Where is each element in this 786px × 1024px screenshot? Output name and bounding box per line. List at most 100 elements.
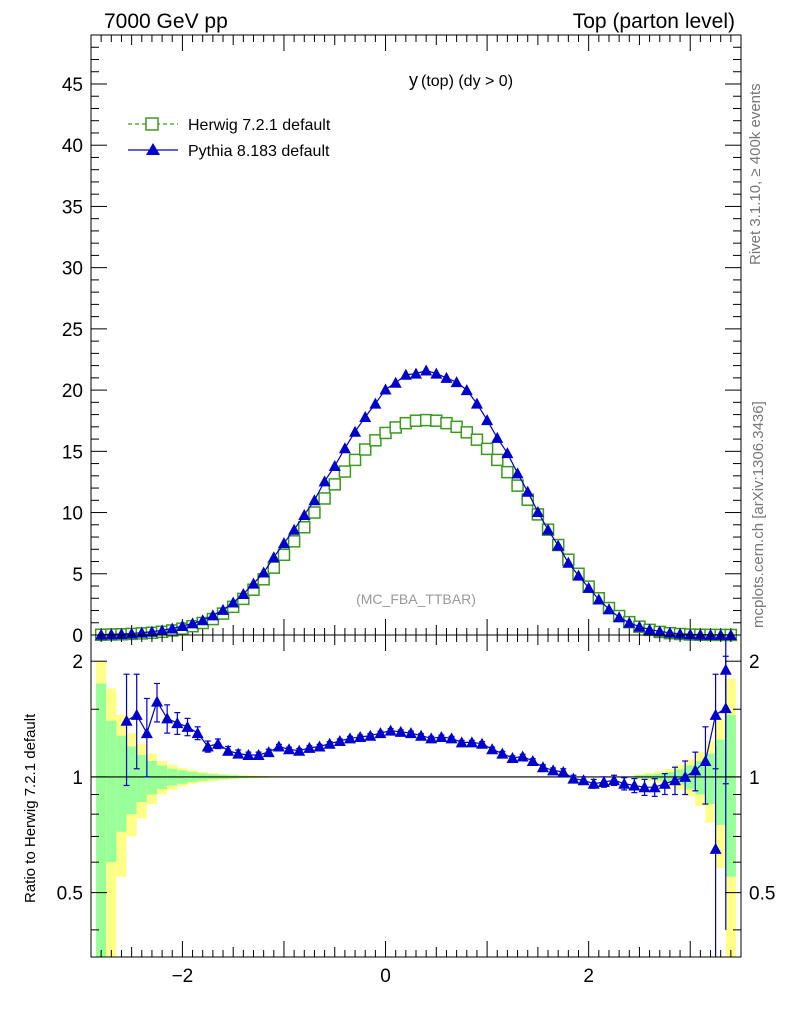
pythia-point: [298, 509, 311, 520]
main-ytick-label: 45: [62, 75, 83, 96]
pythia-point: [450, 376, 463, 388]
ratio-pythia-point: [567, 772, 580, 784]
pythia-point: [318, 475, 331, 487]
ratio-pythia-point: [425, 732, 438, 744]
pythia-point: [267, 551, 280, 563]
pythia-point: [623, 616, 636, 628]
legend-herwig-marker: [145, 117, 159, 131]
pythia-point: [389, 376, 402, 388]
ratio-pythia-point: [283, 743, 296, 755]
ratio-ytick-label: 2: [72, 652, 83, 673]
herwig-point: [287, 535, 301, 548]
ratio-pythia-point: [343, 732, 356, 744]
ratio-pythia-point: [313, 740, 326, 752]
pythia-point: [217, 603, 230, 615]
ratio-pythia-point: [252, 749, 265, 761]
mcplots-label: mcplots.cern.ch [arXiv:1306.3436]: [750, 401, 767, 628]
pythia-point: [643, 623, 656, 635]
herwig-point: [369, 434, 382, 447]
pythia-point: [420, 364, 433, 376]
ratio-pythia-point: [394, 725, 407, 737]
ratio-pythia-point: [151, 695, 164, 707]
herwig-point: [491, 453, 504, 467]
herwig-point: [501, 465, 514, 479]
herwig-point: [511, 479, 524, 492]
main-ytick-label: 20: [62, 381, 83, 402]
ratio-pythia-point: [455, 736, 468, 748]
main-ticks: 0 5 10 15 20 25 30 35 40 45: [62, 35, 741, 647]
ratio-pythia-point: [445, 732, 458, 744]
herwig-point: [379, 426, 392, 440]
ratio-pythia-point: [648, 781, 661, 793]
pythia-point: [470, 397, 483, 409]
main-ytick-label: 35: [62, 197, 83, 218]
pythia-point: [440, 371, 453, 383]
ratio-pythia-point: [506, 751, 519, 763]
ratio-pythia-point: [699, 755, 712, 767]
ratio-pythia-point: [597, 775, 610, 787]
main-ytick-label: 0: [72, 626, 83, 647]
ratio-pythia-point: [242, 749, 255, 761]
ratio-series: [120, 637, 732, 957]
ratio-pythia-point: [384, 724, 397, 736]
herwig-point: [480, 442, 494, 456]
pythia-point: [359, 411, 372, 423]
band-inner: [146, 761, 158, 795]
ratio-pythia-point: [486, 743, 499, 755]
pythia-point: [531, 505, 544, 517]
ratio-pythia-point: [293, 744, 306, 756]
pythia-point: [511, 467, 524, 479]
pythia-point: [145, 625, 158, 637]
pythia-point: [288, 523, 301, 535]
band-inner: [715, 739, 726, 825]
pythia-point: [501, 447, 514, 459]
pythia-point: [613, 611, 626, 623]
pythia-point: [592, 593, 605, 605]
ratio-pythia-point: [658, 777, 671, 789]
pythia-point: [430, 367, 443, 379]
pythia-point: [247, 577, 260, 589]
pythia-point: [328, 460, 341, 472]
ratio-ytick-label: 0.5: [57, 884, 83, 905]
ratio-pythia-point: [526, 755, 539, 767]
ratio-pythia-point: [587, 777, 600, 789]
pythia-point: [105, 628, 118, 640]
herwig-point: [318, 492, 331, 505]
band-inner: [136, 755, 147, 803]
pythia-point: [602, 603, 615, 615]
ratio-pythia-point: [120, 714, 133, 726]
herwig-point: [277, 548, 291, 562]
ratio-ticks: −2 0 2 0.5 0.5 1 1 2 2: [57, 635, 775, 987]
ratio-pythia-point: [161, 712, 174, 724]
ratio-pythia-point: [536, 761, 549, 773]
band-inner: [695, 761, 706, 795]
herwig-point: [409, 414, 423, 427]
ratio-pythia-point: [465, 736, 478, 748]
pythia-point: [694, 628, 707, 640]
pythia-point: [460, 384, 473, 396]
pythia-point: [156, 624, 169, 636]
ratio-pythia-point: [404, 727, 417, 739]
ratio-ylabel: Ratio to Herwig 7.2.1 default: [22, 713, 39, 903]
pythia-point: [125, 627, 138, 639]
pythia-point: [338, 442, 351, 454]
ratio-pythia-point: [668, 774, 681, 786]
ratio-bands: [91, 661, 741, 957]
pythia-point: [410, 367, 422, 379]
pythia-point: [257, 566, 270, 578]
pythia-point: [521, 485, 534, 497]
herwig-point: [430, 414, 443, 427]
ratio-pythia-point: [577, 774, 590, 786]
pythia-point: [481, 414, 494, 426]
pythia-point: [379, 383, 392, 395]
pythia-point: [369, 397, 382, 409]
ratio-xtick-label: 0: [380, 966, 391, 987]
ratio-pythia-point: [191, 727, 204, 739]
ratio-ytick-label-right: 2: [749, 652, 760, 673]
ratio-pythia-point: [547, 764, 560, 776]
ratio-pythia-point: [201, 740, 214, 752]
ratio-ytick-label-right: 1: [749, 768, 760, 789]
herwig-point: [308, 506, 321, 519]
herwig-point: [389, 421, 402, 434]
